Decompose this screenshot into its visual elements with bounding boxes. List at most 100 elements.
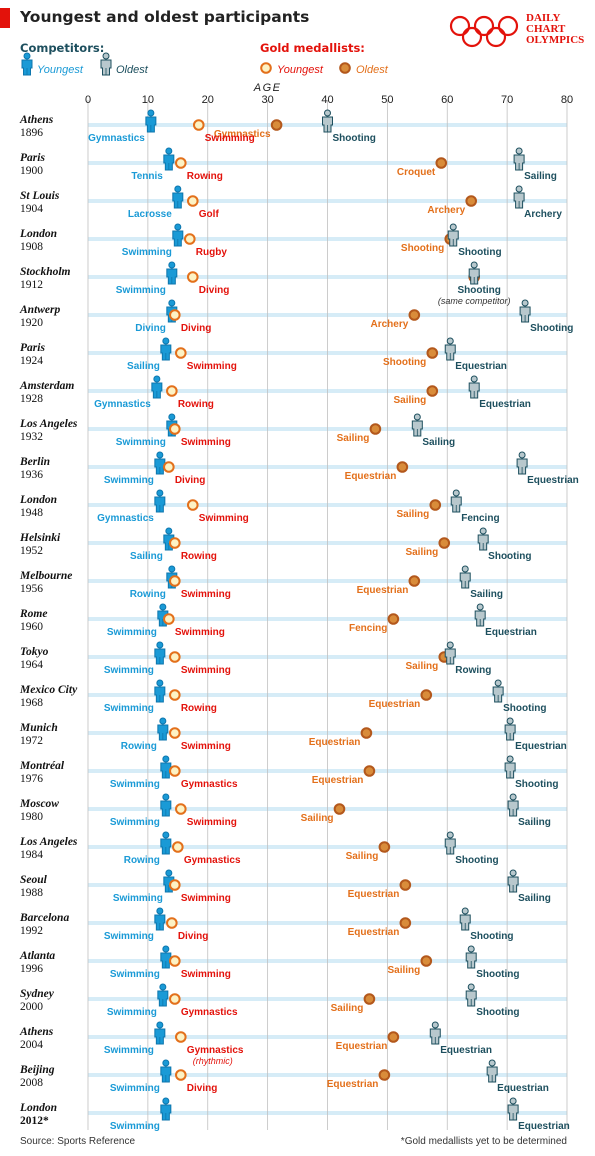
game-city: St Louis <box>20 190 60 202</box>
oldest-competitor-marker <box>507 793 519 817</box>
youngest-medallist-note: (rhythmic) <box>193 1056 233 1066</box>
youngest-medallist-sport: Diving <box>181 323 212 334</box>
youngest-competitor-marker <box>160 1059 172 1083</box>
game-year: 1976 <box>20 773 43 785</box>
oldest-medallist-marker <box>363 993 376 1005</box>
oldest-competitor-sport: Sailing <box>518 817 551 828</box>
game-year: 2004 <box>20 1039 43 1051</box>
game-year: 1972 <box>20 735 43 747</box>
oldest-medallist-sport: Equestrian <box>312 775 364 786</box>
oldest-medallist-marker <box>387 613 400 625</box>
youngest-competitor-marker <box>166 261 178 285</box>
youngest-medallist-marker <box>163 461 175 473</box>
youngest-medallist-sport: Rowing <box>187 171 223 182</box>
oldest-competitor-marker <box>411 413 423 437</box>
youngest-medallist-sport: Diving <box>187 1083 218 1094</box>
oldest-competitor-marker <box>516 451 528 475</box>
game-year: 1900 <box>20 165 43 177</box>
game-city: Amsterdam <box>19 380 74 392</box>
youngest-medallist-sport: Swimming <box>181 437 231 448</box>
oldest-medallist-sport: Archery <box>371 319 409 330</box>
game-city: Paris <box>20 152 45 164</box>
youngest-competitor-sport: Rowing <box>124 855 160 866</box>
oldest-medallist-sport: Equestrian <box>327 1079 379 1090</box>
youngest-medallist-sport: Swimming <box>175 627 225 638</box>
source-note: Source: Sports Reference <box>20 1136 136 1147</box>
youngest-competitor-marker <box>154 679 166 703</box>
youngest-competitor-marker <box>160 831 172 855</box>
youngest-medallist-marker <box>175 157 187 169</box>
brand-line-2: CHART <box>526 23 566 35</box>
oldest-competitor-marker <box>468 261 480 285</box>
game-year: 1936 <box>20 469 43 481</box>
youngest-competitor-marker <box>151 375 163 399</box>
youngest-competitor-sport: Lacrosse <box>128 209 172 220</box>
youngest-medallist-marker <box>166 917 178 929</box>
youngest-competitor-sport: Gymnastics <box>97 513 154 524</box>
game-city: Munich <box>19 722 58 734</box>
game-city: Atlanta <box>19 950 55 962</box>
game-year: 2008 <box>20 1077 43 1089</box>
youngest-medallist-sport: Swimming <box>181 893 231 904</box>
youngest-medallist-marker <box>172 841 184 853</box>
game-city: Berlin <box>19 456 50 468</box>
oldest-medallist-sport: Croquet <box>397 167 436 178</box>
youngest-medallist-sport: Gymnastics <box>181 779 238 790</box>
youngest-medallist-sport: Swimming <box>205 133 255 144</box>
oldest-medallist-sport: Sailing <box>393 395 426 406</box>
oldest-medallist-marker <box>426 385 439 397</box>
oldest-medallist-marker <box>429 499 442 511</box>
youngest-medallist-marker <box>169 537 181 549</box>
x-tick-label: 80 <box>561 94 573 106</box>
youngest-medallist-marker <box>192 119 205 131</box>
youngest-competitor-sport: Swimming <box>116 437 166 448</box>
game-city: London <box>19 228 57 240</box>
oldest-medallist-sport: Equestrian <box>336 1041 388 1052</box>
youngest-competitor-marker <box>145 109 157 133</box>
game-year: 1968 <box>20 697 43 709</box>
youngest-medallist-sport: Swimming <box>187 817 237 828</box>
oldest-competitor-sport: Equestrian <box>479 399 531 410</box>
game-year: 1908 <box>20 241 43 253</box>
youngest-medallist-marker <box>166 385 178 397</box>
oldest-medallist-sport: Sailing <box>301 813 334 824</box>
oldest-competitor-marker <box>507 1097 519 1121</box>
oldest-medallist-marker <box>363 765 376 777</box>
game-city: Los Angeles <box>19 418 78 430</box>
legend-youngest-competitor-label: Youngest <box>37 64 83 76</box>
game-city: Mexico City <box>19 684 78 696</box>
legend-youngest-medallist-icon <box>260 62 272 74</box>
game-city: Moscow <box>19 798 59 810</box>
youngest-medallist-sport: Swimming <box>199 513 249 524</box>
game-city: Beijing <box>19 1064 55 1076</box>
oldest-medallist-sport: Sailing <box>396 509 429 520</box>
game-year: 1988 <box>20 887 43 899</box>
youngest-medallist-sport: Gymnastics <box>187 1045 244 1056</box>
oldest-medallist-marker <box>438 537 451 549</box>
youngest-competitor-sport: Swimming <box>104 1045 154 1056</box>
youngest-medallist-marker <box>169 955 181 967</box>
oldest-competitor-marker <box>474 603 486 627</box>
youngest-medallist-sport: Swimming <box>187 361 237 372</box>
oldest-competitor-sport: Equestrian <box>515 741 567 752</box>
youngest-medallist-marker <box>186 271 199 283</box>
oldest-medallist-sport: Sailing <box>405 661 438 672</box>
oldest-competitor-sport: Sailing <box>524 171 557 182</box>
oldest-competitor-marker <box>459 565 471 589</box>
oldest-medallist-marker <box>399 879 412 891</box>
chart-title: Youngest and oldest participants <box>20 8 310 26</box>
youngest-medallist-sport: Golf <box>199 209 220 220</box>
oldest-competitor-marker <box>492 679 504 703</box>
youngest-medallist-sport: Rowing <box>178 399 214 410</box>
legend-oldest-medallist-icon <box>339 62 351 74</box>
oldest-competitor-marker <box>444 641 456 665</box>
daily-chart-olympics-logo: DAILY CHART OLYMPICS <box>526 13 584 46</box>
game-year: 1996 <box>20 963 43 975</box>
oldest-competitor-marker <box>507 869 519 893</box>
youngest-medallist-marker <box>175 1069 187 1081</box>
oldest-medallist-sport: Equestrian <box>309 737 361 748</box>
oldest-medallist-sport: Equestrian <box>369 699 421 710</box>
oldest-competitor-marker <box>465 945 477 969</box>
game-year: 1952 <box>20 545 43 557</box>
